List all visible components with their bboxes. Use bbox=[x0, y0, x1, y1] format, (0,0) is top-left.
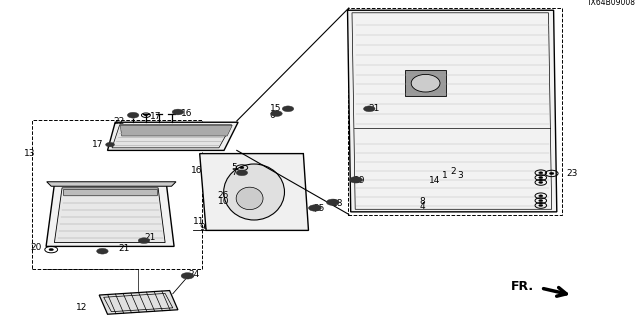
Polygon shape bbox=[120, 125, 232, 136]
Text: 1: 1 bbox=[442, 172, 448, 180]
Ellipse shape bbox=[412, 74, 440, 92]
Bar bbox=[405, 70, 446, 96]
Circle shape bbox=[138, 238, 150, 244]
Polygon shape bbox=[46, 184, 174, 246]
Text: 5: 5 bbox=[231, 163, 237, 172]
Text: 18: 18 bbox=[332, 199, 343, 208]
Circle shape bbox=[364, 106, 375, 112]
Text: 24: 24 bbox=[189, 270, 200, 279]
Polygon shape bbox=[63, 189, 157, 195]
Text: FR.: FR. bbox=[511, 280, 534, 293]
Text: 21: 21 bbox=[118, 244, 130, 253]
Circle shape bbox=[106, 142, 115, 147]
Text: 13: 13 bbox=[24, 149, 35, 158]
Circle shape bbox=[539, 181, 543, 183]
Text: 2: 2 bbox=[450, 167, 456, 176]
Text: 26: 26 bbox=[218, 191, 229, 200]
Ellipse shape bbox=[224, 164, 285, 220]
Circle shape bbox=[145, 115, 147, 116]
Text: 21: 21 bbox=[368, 104, 380, 113]
Circle shape bbox=[549, 172, 554, 175]
Text: 15: 15 bbox=[270, 104, 282, 113]
Polygon shape bbox=[47, 182, 176, 186]
Circle shape bbox=[308, 205, 321, 211]
Circle shape bbox=[326, 199, 339, 205]
Text: 8: 8 bbox=[420, 197, 426, 206]
Polygon shape bbox=[348, 10, 557, 212]
Text: TX64B09008: TX64B09008 bbox=[587, 0, 636, 7]
Text: 9: 9 bbox=[199, 223, 205, 232]
Text: 19: 19 bbox=[354, 176, 365, 185]
Circle shape bbox=[271, 111, 282, 116]
Text: 12: 12 bbox=[76, 303, 88, 312]
Text: 3: 3 bbox=[458, 171, 463, 180]
Circle shape bbox=[236, 170, 248, 176]
Ellipse shape bbox=[236, 187, 263, 210]
Text: 16: 16 bbox=[180, 109, 192, 118]
Polygon shape bbox=[99, 291, 178, 314]
Text: 10: 10 bbox=[218, 197, 229, 206]
Text: 23: 23 bbox=[566, 169, 578, 178]
Text: 16: 16 bbox=[191, 166, 202, 175]
Circle shape bbox=[539, 172, 543, 174]
Circle shape bbox=[349, 177, 362, 183]
Circle shape bbox=[539, 204, 543, 206]
Bar bbox=[348, 8, 562, 215]
Polygon shape bbox=[112, 125, 232, 148]
Text: 6: 6 bbox=[269, 111, 275, 120]
Circle shape bbox=[172, 109, 184, 115]
Polygon shape bbox=[200, 154, 308, 230]
Circle shape bbox=[181, 273, 194, 279]
Text: 17: 17 bbox=[92, 140, 104, 149]
Circle shape bbox=[539, 200, 543, 202]
Text: 25: 25 bbox=[314, 204, 325, 213]
Circle shape bbox=[282, 106, 294, 112]
Circle shape bbox=[240, 167, 244, 169]
Circle shape bbox=[127, 112, 139, 118]
Circle shape bbox=[49, 248, 54, 251]
Circle shape bbox=[539, 177, 543, 179]
Polygon shape bbox=[108, 122, 238, 150]
Text: 22: 22 bbox=[113, 117, 125, 126]
Text: 11: 11 bbox=[193, 217, 205, 226]
Polygon shape bbox=[54, 188, 165, 243]
Bar bbox=[32, 120, 202, 269]
Text: 14: 14 bbox=[429, 176, 440, 185]
Text: 4: 4 bbox=[420, 202, 426, 211]
Circle shape bbox=[97, 248, 108, 254]
Text: 21: 21 bbox=[144, 233, 156, 242]
Text: 17: 17 bbox=[150, 112, 162, 121]
Text: 7: 7 bbox=[231, 168, 237, 177]
Text: 20: 20 bbox=[30, 243, 42, 252]
Circle shape bbox=[539, 195, 543, 197]
